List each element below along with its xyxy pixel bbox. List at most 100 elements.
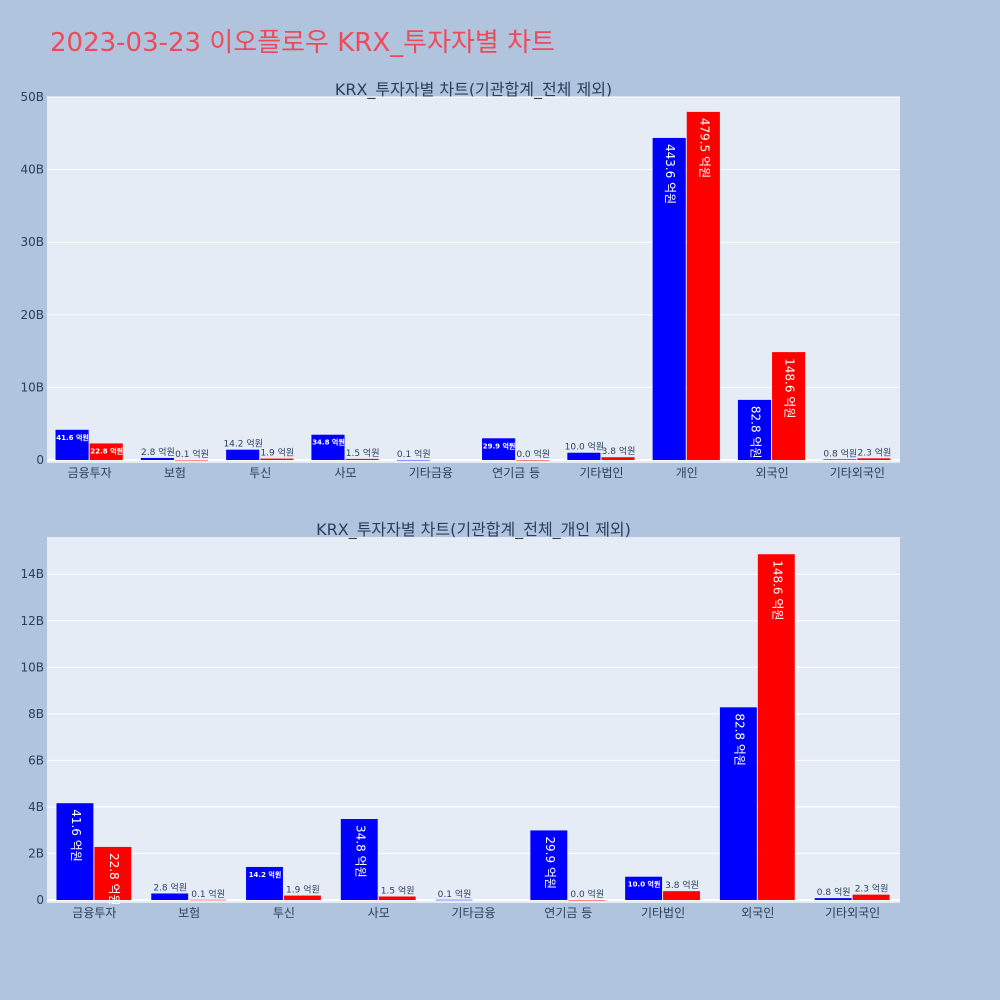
y-tick-label: 10B: [20, 660, 44, 674]
y-tick-label: 0: [36, 453, 44, 467]
chart-title: KRX_투자자별 차트(기관합계_전체_개인 제외): [316, 520, 631, 540]
bar: [663, 891, 700, 900]
y-tick-label: 10B: [20, 380, 44, 394]
bar: [260, 458, 294, 460]
bar: [757, 554, 795, 900]
data-label: 29.9 억원: [483, 441, 516, 450]
x-tick-label: 외국인: [741, 906, 774, 920]
bar: [226, 449, 260, 460]
bar: [823, 459, 857, 460]
bar: [94, 846, 132, 900]
data-label: 0.8 억원: [823, 447, 857, 459]
data-label: 1.9 억원: [260, 447, 294, 459]
bar: [516, 460, 550, 461]
bar: [719, 707, 757, 900]
x-tick-label: 금융투자: [72, 906, 116, 920]
x-tick-label: 기타금융: [409, 466, 453, 480]
bar: [311, 434, 345, 460]
x-tick-label: 기타외국인: [825, 906, 880, 920]
data-label: 148.6 억원: [770, 560, 784, 620]
x-tick-label: 보험: [178, 906, 200, 920]
bar: [814, 898, 852, 900]
x-tick-label: 투신: [273, 906, 295, 920]
bar: [686, 111, 720, 461]
page-title: 2023-03-23 이오플로우 KRX_투자자별 차트: [50, 28, 555, 58]
data-label: 14.2 억원: [249, 870, 282, 879]
bar: [345, 458, 379, 460]
data-label: 41.6 억원: [69, 809, 83, 862]
bar: [89, 443, 123, 460]
bar: [482, 438, 516, 460]
bar: [396, 459, 430, 461]
bar: [151, 893, 189, 900]
bar: [625, 876, 663, 900]
bar: [283, 895, 321, 900]
bar: [601, 457, 635, 460]
data-label: 0.1 억원: [191, 888, 225, 900]
chart-title: KRX_투자자별 차트(기관합계_전체 제외): [335, 80, 612, 100]
data-label: 0.1 억원: [175, 448, 209, 460]
bar: [435, 899, 473, 901]
data-label: 0.1 억원: [438, 888, 472, 900]
y-tick-label: 12B: [20, 614, 44, 628]
bar: [857, 458, 891, 460]
data-label: 2.3 억원: [858, 446, 892, 458]
y-tick-label: 40B: [20, 163, 44, 177]
data-label: 2.8 억원: [153, 881, 187, 893]
data-label: 2.3 억원: [855, 883, 889, 895]
bar: [530, 830, 568, 900]
data-label: 0.0 억원: [516, 448, 550, 460]
x-tick-label: 보험: [164, 466, 186, 480]
data-label: 0.1 억원: [397, 448, 431, 460]
data-label: 34.8 억원: [312, 438, 345, 447]
bar: [174, 459, 209, 461]
bar: [568, 900, 606, 901]
data-label: 1.5 억원: [381, 885, 415, 897]
bar: [189, 899, 227, 901]
data-label: 82.8 억원: [748, 406, 762, 459]
data-label: 3.8 억원: [602, 445, 636, 457]
x-tick-label: 개인: [676, 466, 698, 480]
bar: [140, 457, 174, 460]
y-tick-label: 30B: [20, 235, 44, 249]
y-tick-label: 50B: [20, 90, 44, 104]
data-label: 10.0 억원: [565, 441, 604, 453]
data-label: 29.9 억원: [543, 836, 557, 889]
bar: [55, 429, 89, 460]
data-label: 14.2 억원: [223, 438, 262, 450]
x-tick-label: 기타금융: [451, 906, 495, 920]
x-tick-label: 사모: [368, 906, 390, 920]
data-label: 3.8 억원: [665, 879, 699, 891]
x-tick-label: 외국인: [755, 466, 788, 480]
data-label: 1.9 억원: [286, 884, 320, 896]
x-tick-label: 사모: [335, 466, 357, 480]
data-label: 0.0 억원: [570, 888, 604, 900]
data-label: 443.6 억원: [663, 144, 677, 204]
y-tick-label: 6B: [28, 753, 44, 767]
x-tick-label: 기타외국인: [830, 466, 885, 480]
x-tick-label: 연기금 등: [544, 906, 592, 920]
x-tick-label: 금융투자: [68, 466, 112, 480]
data-label: 22.8 억원: [90, 446, 123, 455]
bar: [340, 819, 378, 900]
y-tick-label: 4B: [28, 800, 44, 814]
data-label: 82.8 억원: [732, 713, 746, 766]
data-label: 41.6 억원: [56, 433, 89, 442]
bar: [246, 866, 283, 900]
bar: [567, 452, 601, 460]
bar: [652, 137, 686, 460]
bar: [852, 894, 890, 900]
y-tick-label: 14B: [20, 567, 44, 581]
data-label: 34.8 억원: [353, 825, 367, 878]
y-tick-label: 8B: [28, 707, 44, 721]
data-label: 148.6 억원: [783, 358, 797, 418]
data-label: 0.8 억원: [817, 886, 851, 898]
data-label: 1.5 억원: [346, 447, 380, 459]
bar: [772, 352, 806, 460]
x-tick-label: 연기금 등: [492, 466, 540, 480]
data-label: 10.0 억원: [628, 880, 661, 889]
y-tick-label: 20B: [20, 308, 44, 322]
x-tick-label: 기타법인: [641, 906, 685, 920]
bar: [56, 803, 94, 900]
